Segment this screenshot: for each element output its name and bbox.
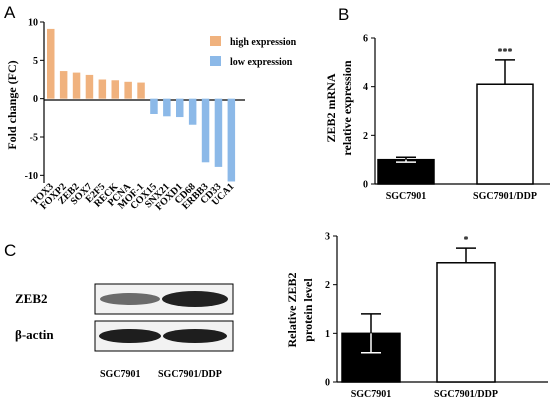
fold-change-bar-reck — [111, 80, 119, 99]
blot-row-label-zeb2: ZEB2 — [15, 291, 48, 306]
fold-change-bar-cd33 — [214, 98, 223, 167]
mrna-bar-sgc7901 — [377, 158, 435, 185]
protein-bar-sgc7901-ddp — [436, 262, 496, 383]
mrna-xtick-label: SGC7901 — [386, 191, 427, 202]
fold-change-bar-sox7 — [85, 74, 94, 99]
mrna-ylabel-line1: ZEB2 mRNA — [324, 73, 338, 142]
mrna-xtick-label: SGC7901/DDP — [473, 191, 537, 202]
blot-band-zeb2-lane1 — [100, 293, 160, 305]
mrna-significance-marker: *** — [498, 47, 513, 58]
protein-ytick-label: 2 — [325, 280, 330, 291]
protein-xtick-label: SGC7901 — [351, 389, 392, 400]
fold-change-bar-pcna — [124, 81, 132, 99]
mrna-ytick-label: 4 — [363, 82, 368, 93]
protein-chart: Relative ZEB2 protein level 0 1 2 3 * SGC79… — [285, 232, 548, 400]
protein-ylabel-line2: protein level — [301, 278, 315, 342]
panel-letter-a: A — [4, 3, 16, 22]
blot-band-actin-lane1 — [99, 329, 161, 343]
protein-ytick-label: 3 — [325, 232, 330, 243]
western-blot: ZEB2 β-actin SGC7901 SGC7901/DDP — [15, 283, 234, 380]
legend-swatch-high — [210, 36, 221, 46]
fold-change-bar-uca1 — [227, 98, 236, 182]
legend-swatch-low — [210, 56, 221, 66]
fold-change-bar-cox15 — [150, 98, 158, 114]
fold-change-ytick-label: 0 — [33, 94, 38, 105]
fold-change-bar-cd68 — [188, 98, 197, 125]
fold-change-bar-zeb2 — [72, 72, 81, 99]
blot-lane-label-1: SGC7901 — [100, 369, 141, 380]
blot-band-actin-lane2 — [163, 329, 227, 343]
legend-label-high: high expression — [230, 37, 297, 48]
fold-change-ylabel: Fold change (FC) — [5, 60, 19, 149]
protein-xtick-label: SGC7901/DDP — [434, 389, 498, 400]
mrna-ytick-label: 0 — [363, 180, 368, 191]
fold-change-legend: high expression low expression — [210, 36, 297, 68]
mrna-ytick-label: 2 — [363, 131, 368, 142]
mrna-chart: ZEB2 mRNA relative expression 0 2 4 6 *** S… — [324, 34, 550, 202]
fold-change-ytick-label: 5 — [33, 56, 38, 67]
fold-change-ytick-label: 10 — [28, 18, 38, 29]
fold-change-ytick-label: -5 — [30, 133, 38, 144]
fold-change-ytick-label: -10 — [25, 171, 38, 182]
blot-band-zeb2-lane2 — [162, 291, 228, 307]
fold-change-bar-mof-1 — [137, 82, 145, 99]
panel-letter-c: C — [4, 241, 16, 260]
fold-change-bar-foxd1 — [176, 98, 184, 118]
mrna-ylabel-line2: relative expression — [340, 60, 354, 156]
fold-change-bar-tox3 — [47, 28, 55, 99]
protein-ytick-label: 1 — [325, 329, 330, 340]
fold-change-bar-foxp2 — [59, 71, 68, 99]
protein-ytick-label: 0 — [325, 378, 330, 389]
fold-change-bar-erbb3 — [201, 98, 210, 163]
fold-change-bar-snx21 — [163, 98, 171, 117]
protein-ylabel-line1: Relative ZEB2 — [285, 273, 299, 348]
blot-row-label-actin: β-actin — [15, 327, 54, 342]
protein-significance-marker: * — [464, 235, 469, 246]
legend-label-low: low expression — [230, 57, 293, 68]
panel-letter-b: B — [338, 5, 349, 24]
fold-change-bar-e2f5 — [98, 79, 107, 99]
mrna-ytick-label: 6 — [363, 34, 368, 45]
blot-lane-label-2: SGC7901/DDP — [158, 369, 222, 380]
mrna-bar-sgc7901-ddp — [476, 83, 534, 185]
